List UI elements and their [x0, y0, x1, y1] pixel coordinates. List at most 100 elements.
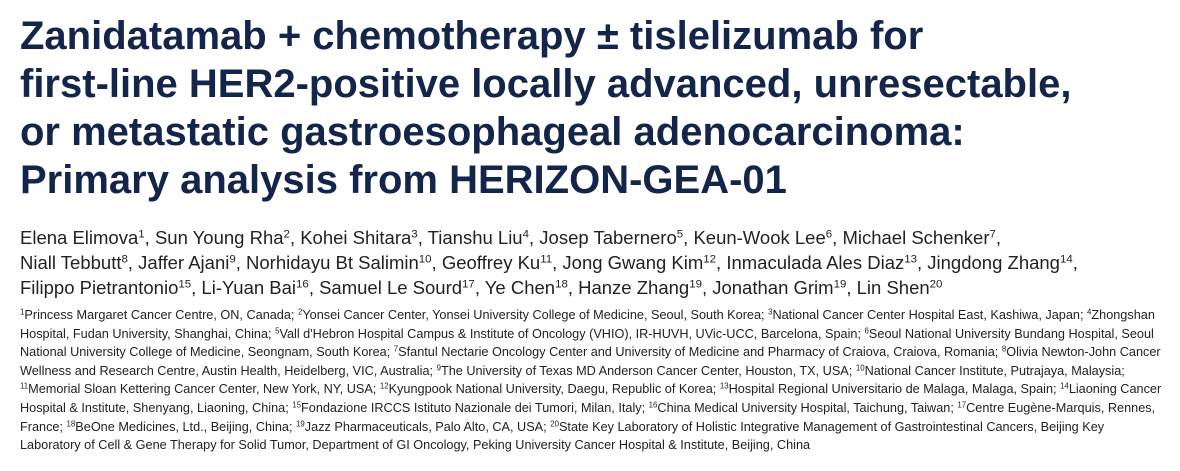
author-name: Hanze Zhang: [578, 277, 690, 298]
author-superscript: 9: [229, 253, 236, 266]
affiliation-text: Jazz Pharmaceuticals, Palo Alto, CA, USA…: [304, 419, 547, 434]
affiliation-text: The University of Texas MD Anderson Canc…: [440, 363, 853, 378]
author-name: Ye Chen: [484, 277, 556, 298]
affiliation-number: 14: [1060, 382, 1069, 392]
affiliation-list: 1Princess Margaret Cancer Centre, ON, Ca…: [20, 306, 1165, 455]
author: Jaffer Ajani9,: [138, 252, 241, 273]
author-name: Samuel Le Sourd: [319, 277, 463, 298]
affiliation-number: 16: [648, 400, 658, 410]
author: Niall Tebbutt8,: [20, 252, 133, 273]
affiliation: 16China Medical University Hospital, Tai…: [649, 401, 954, 415]
author-line: Elena Elimova1, Sun Young Rha2, Kohei Sh…: [20, 225, 1078, 250]
author-name: Jong Gwang Kim: [562, 252, 704, 273]
affiliation: 13Hospital Regional Universitario de Mal…: [720, 382, 1057, 396]
author-separator: ,: [431, 252, 437, 273]
author-name: Jingdong Zhang: [927, 252, 1060, 273]
author: Filippo Pietrantonio15,: [20, 277, 196, 298]
affiliation-number: 5: [275, 326, 280, 336]
author: Tianshu Liu4,: [428, 227, 535, 248]
affiliation: 7Sfantul Nectarie Oncology Center and Un…: [394, 345, 999, 359]
affiliation-number: 3: [768, 307, 773, 317]
title-line: Zanidatamab + chemotherapy ± tislelizuma…: [20, 14, 924, 58]
author-separator: ,: [289, 227, 296, 248]
author-separator: ,: [552, 252, 558, 273]
affiliation-text: Sfantul Nectarie Oncology Center and Uni…: [398, 345, 999, 360]
affiliation: 14Liaoning Cancer Hospital & Institute, …: [20, 382, 1161, 415]
affiliation-number: 7: [393, 344, 399, 354]
title: Zanidatamab + chemotherapy ± tislelizuma…: [20, 12, 1071, 204]
affiliation-text: China Medical University Hospital, Taich…: [657, 400, 954, 415]
author-superscript: 19: [833, 278, 847, 291]
author: Geoffrey Ku11,: [442, 252, 557, 273]
affiliation-text: Vall d'Hebron Hospital Campus & Institut…: [279, 326, 862, 341]
author-superscript: 14: [1059, 253, 1073, 266]
author-separator: ,: [1072, 252, 1078, 273]
title-line: first-line HER2-positive locally advance…: [20, 62, 1072, 106]
author-name: Norhidayu Bt Salimin: [246, 252, 419, 273]
affiliation-number: 19: [296, 419, 305, 429]
author-superscript: 20: [929, 278, 943, 291]
author-separator: ,: [417, 227, 423, 248]
author: Jonathan Grim19,: [712, 277, 851, 298]
affiliation-text: Fondazione IRCCS Istituto Nazionale dei …: [301, 400, 646, 415]
author: Keun-Wook Lee6,: [693, 227, 837, 248]
affiliation-number: 13: [719, 382, 729, 392]
affiliation-text: State Key Laboratory of Holistic Integra…: [20, 419, 1105, 453]
author-superscript: 4: [522, 228, 529, 241]
author-superscript: 8: [121, 253, 128, 266]
author-name: Inmaculada Ales Diaz: [726, 252, 905, 273]
author-list: Elena Elimova1, Sun Young Rha2, Kohei Sh…: [20, 225, 1078, 300]
affiliation-text: Olivia Newton-John Cancer Wellness and R…: [20, 345, 1161, 378]
author-separator: ,: [308, 277, 314, 298]
author-name: Kohei Shitara: [300, 227, 412, 248]
affiliation-text: Hospital Regional Universitario de Malag…: [728, 382, 1057, 397]
author: Norhidayu Bt Salimin10,: [246, 252, 437, 273]
author-name: Tianshu Liu: [427, 227, 523, 248]
affiliation-number: 11: [20, 382, 29, 392]
affiliation-text: Liaoning Cancer Hospital & Institute, Sh…: [20, 382, 1162, 415]
affiliation: 5Vall d'Hebron Hospital Campus & Institu…: [275, 327, 861, 341]
affiliation-text: National Cancer Institute, Putrajaya, Ma…: [864, 363, 1125, 378]
affiliation: 2Yonsei Cancer Center, Yonsei University…: [298, 308, 765, 322]
affiliation: 15Fondazione IRCCS Istituto Nazionale de…: [292, 401, 645, 415]
affiliation-number: 1: [20, 307, 25, 317]
affiliation-number: 4: [1087, 307, 1092, 317]
affiliation-number: 15: [292, 400, 302, 410]
author-name: Jonathan Grim: [712, 277, 834, 298]
author-name: Jaffer Ajani: [138, 252, 230, 273]
author-name: Li-Yuan Bai: [201, 277, 297, 298]
affiliation: 8Olivia Newton-John Cancer Wellness and …: [20, 345, 1161, 378]
author-name: Geoffrey Ku: [441, 252, 541, 273]
author-superscript: 2: [283, 228, 290, 241]
author: Inmaculada Ales Diaz13,: [726, 252, 922, 273]
author-name: Sun Young Rha: [154, 227, 284, 248]
affiliation: 1Princess Margaret Cancer Centre, ON, Ca…: [20, 308, 294, 322]
affiliation: 9The University of Texas MD Anderson Can…: [437, 364, 853, 378]
author: Sun Young Rha2,: [155, 227, 295, 248]
affiliation-text: Kyungpook National University, Daegu, Re…: [388, 382, 717, 397]
affiliation-text: National Cancer Center Hospital East, Ka…: [772, 308, 1084, 322]
author-superscript: 6: [825, 228, 833, 241]
affiliation: 18BeOne Medicines, Ltd., Beijing, China;: [67, 420, 293, 434]
author: Ye Chen18,: [485, 277, 573, 298]
author-superscript: 1: [138, 228, 145, 241]
author-separator: ,: [567, 277, 573, 298]
author-superscript: 12: [703, 253, 717, 266]
author-separator: ,: [701, 277, 708, 298]
affiliation-number: 8: [1001, 344, 1007, 354]
affiliation-text: Princess Margaret Cancer Centre, ON, Can…: [24, 308, 295, 322]
author-line: Filippo Pietrantonio15, Li-Yuan Bai16, S…: [20, 275, 1078, 300]
author-name: Niall Tebbutt: [20, 252, 122, 273]
affiliation-number: 18: [66, 419, 76, 429]
affiliation: 10National Cancer Institute, Putrajaya, …: [856, 364, 1125, 378]
affiliation: 11Memorial Sloan Kettering Cancer Center…: [20, 382, 376, 396]
author-superscript: 11: [540, 253, 553, 266]
author-separator: ,: [144, 227, 150, 248]
author-superscript: 3: [411, 228, 418, 241]
author-separator: ,: [995, 227, 1002, 248]
author-separator: ,: [127, 252, 134, 273]
affiliation-text: BeOne Medicines, Ltd., Beijing, China;: [75, 419, 293, 434]
author: Lin Shen20: [857, 277, 943, 298]
author-separator: ,: [917, 252, 923, 273]
author-separator: ,: [474, 277, 480, 298]
